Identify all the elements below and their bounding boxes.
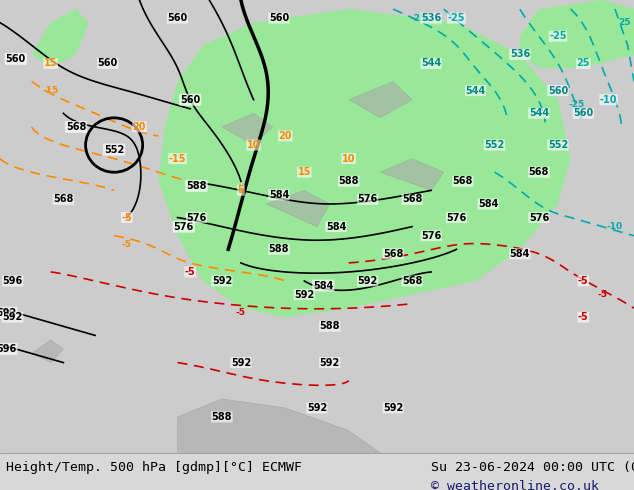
- Text: -25: -25: [410, 14, 427, 23]
- Text: -5: -5: [578, 276, 588, 286]
- Polygon shape: [266, 191, 330, 226]
- Text: 596: 596: [3, 276, 23, 286]
- Text: 5: 5: [238, 185, 244, 196]
- Text: 15: 15: [44, 58, 58, 69]
- Text: 568: 568: [402, 276, 422, 286]
- Text: 592: 592: [383, 403, 403, 413]
- Text: 560: 560: [573, 108, 593, 118]
- Text: -25: -25: [569, 100, 585, 109]
- Text: 592: 592: [3, 312, 23, 322]
- Text: 560: 560: [548, 86, 568, 96]
- Text: 592: 592: [307, 403, 327, 413]
- Polygon shape: [32, 9, 89, 68]
- Text: 560: 560: [98, 58, 118, 69]
- Text: 568: 568: [66, 122, 86, 132]
- Text: 576: 576: [421, 231, 441, 241]
- Text: 10: 10: [342, 154, 356, 164]
- Text: -25: -25: [448, 13, 465, 23]
- Text: 576: 576: [358, 195, 378, 204]
- Text: 588: 588: [320, 321, 340, 331]
- Text: 568: 568: [402, 195, 422, 204]
- Text: 576: 576: [446, 213, 467, 222]
- Text: 568: 568: [383, 249, 403, 259]
- Text: 544: 544: [465, 86, 486, 96]
- Text: -15: -15: [42, 86, 59, 95]
- Text: 568: 568: [529, 167, 549, 177]
- Text: 560: 560: [180, 95, 200, 105]
- Text: -5: -5: [597, 290, 607, 299]
- Text: 25: 25: [576, 58, 590, 69]
- Text: -5: -5: [578, 312, 588, 322]
- Text: 592: 592: [231, 358, 251, 368]
- Polygon shape: [32, 340, 63, 363]
- Text: 588: 588: [339, 176, 359, 186]
- Text: 588: 588: [212, 412, 232, 422]
- Polygon shape: [349, 82, 412, 118]
- Text: 596: 596: [0, 344, 16, 354]
- Text: 560: 560: [6, 54, 26, 64]
- Text: -10: -10: [600, 95, 618, 105]
- Text: 588: 588: [186, 181, 207, 191]
- Text: 20: 20: [278, 131, 292, 141]
- Text: 25: 25: [618, 18, 631, 27]
- Text: 560: 560: [269, 13, 289, 23]
- Text: 552: 552: [104, 145, 124, 154]
- Text: 592: 592: [320, 358, 340, 368]
- Text: 568: 568: [53, 195, 74, 204]
- Text: Height/Temp. 500 hPa [gdmp][°C] ECMWF: Height/Temp. 500 hPa [gdmp][°C] ECMWF: [6, 462, 302, 474]
- Text: 552: 552: [484, 140, 505, 150]
- Polygon shape: [520, 0, 634, 68]
- Text: -5: -5: [185, 267, 195, 277]
- Text: 592: 592: [212, 276, 232, 286]
- Text: 20: 20: [133, 122, 146, 132]
- Text: 568: 568: [453, 176, 473, 186]
- Text: -5: -5: [122, 213, 132, 222]
- Text: 576: 576: [186, 213, 207, 222]
- Text: Su 23-06-2024 00:00 UTC (00+24): Su 23-06-2024 00:00 UTC (00+24): [431, 462, 634, 474]
- Text: 588: 588: [269, 245, 289, 254]
- Polygon shape: [222, 113, 273, 145]
- Text: 592: 592: [294, 290, 314, 299]
- Text: 544: 544: [421, 58, 441, 69]
- Text: 584: 584: [269, 190, 289, 200]
- Text: -10: -10: [607, 222, 623, 231]
- Text: 584: 584: [478, 199, 498, 209]
- Text: © weatheronline.co.uk: © weatheronline.co.uk: [431, 480, 599, 490]
- Text: 15: 15: [297, 167, 311, 177]
- Text: 584: 584: [326, 221, 346, 232]
- Text: 576: 576: [529, 213, 549, 222]
- Polygon shape: [178, 399, 380, 453]
- Text: 552: 552: [548, 140, 568, 150]
- Polygon shape: [380, 159, 444, 191]
- Text: 544: 544: [529, 108, 549, 118]
- Text: 592: 592: [0, 308, 16, 318]
- Text: 536: 536: [510, 49, 530, 59]
- Polygon shape: [158, 9, 571, 318]
- Text: 584: 584: [313, 281, 333, 291]
- Text: 592: 592: [358, 276, 378, 286]
- Text: 584: 584: [510, 249, 530, 259]
- Text: 576: 576: [174, 221, 194, 232]
- Text: 536: 536: [421, 13, 441, 23]
- Text: -15: -15: [169, 154, 186, 164]
- Text: 560: 560: [167, 13, 188, 23]
- Text: -25: -25: [549, 31, 567, 41]
- Text: -5: -5: [236, 308, 246, 317]
- Text: 10: 10: [247, 140, 261, 150]
- Text: -5: -5: [122, 240, 132, 249]
